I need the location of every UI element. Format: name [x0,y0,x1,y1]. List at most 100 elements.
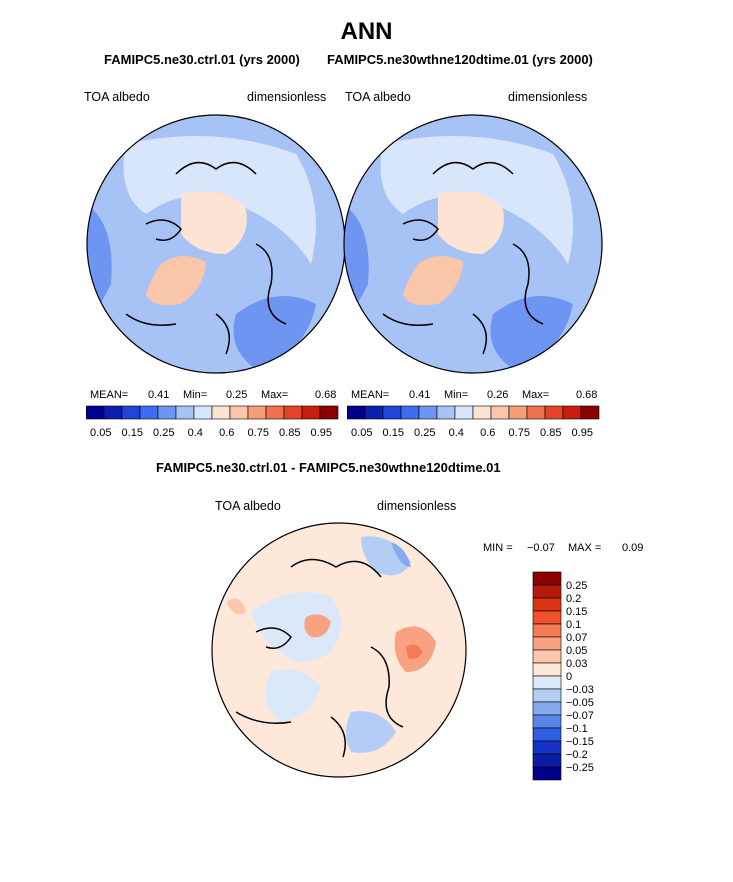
colorbar-tick-label: 0.75 [509,427,530,439]
colorbar-tick-label: 0.15 [122,427,143,439]
colorbar-diff-box [532,584,562,599]
colorbar-box [544,405,564,420]
colorbar-box [382,405,402,420]
colorbar-box [193,405,213,420]
panel2-mean: 0.41 [409,389,431,401]
colorbar-box [211,405,231,420]
diff-min: −0.07 [527,542,555,554]
panel1-mean: 0.41 [148,389,170,401]
colorbar-diff-box [532,701,562,716]
colorbar-diff-label: 0.1 [566,619,581,631]
colorbar-box [247,405,267,420]
colorbar-tick-label: 0.85 [540,427,561,439]
colorbar-box [283,405,303,420]
colorbar-box [103,405,123,420]
colorbar-box [490,405,510,420]
colorbar-tick-label: 0.95 [572,427,593,439]
colorbar-box [175,405,195,420]
diff-field-pos-a [304,614,331,638]
colorbar-diff-box [532,623,562,638]
map-panel-ctrl [86,114,346,374]
colorbar-diff-label: −0.1 [566,723,588,735]
diff-field-neg-d [391,542,411,567]
map2-field-warm-arctic [438,191,504,254]
diff-field-pos-d [226,598,246,615]
colorbar-diff-label: −0.15 [566,736,594,748]
map2-field-light [380,136,573,264]
colorbar-diff-box [532,649,562,664]
colorbar-diff-box [532,753,562,768]
colorbar-tick-label: 0.25 [153,427,174,439]
colorbar-tick-label: 0.85 [279,427,300,439]
map2-coast-a [382,161,544,355]
panel2-max-label: Max= [522,389,550,401]
colorbar-diff-box [532,597,562,612]
colorbar-diff-label: 0.25 [566,580,587,592]
colorbar-tick-label: 0.75 [248,427,269,439]
colorbar-diff-label: 0.15 [566,606,587,618]
diff-min-label: MIN = [483,542,513,554]
map2-field-mid2 [490,296,573,369]
colorbar-main-2: 0.05 0.15 0.25 0.4 0.6 0.75 0.85 0.95 [347,405,600,439]
subtitle-right: FAMIPC5.ne30wthne120dtime.01 (yrs 2000) [327,52,593,67]
colorbar-box [526,405,546,420]
colorbar-diff-label: 0.07 [566,632,587,644]
panel1-mean-label: MEAN= [90,389,129,401]
colorbar-box [436,405,456,420]
map-panel-exp [343,114,603,374]
colorbar-tick-label: 0.95 [311,427,332,439]
panel1-max-label: Max= [261,389,289,401]
diff-field-pos-c [406,644,423,660]
colorbar-tick-label: 0.25 [414,427,435,439]
panel2-variable: TOA albedo [345,90,411,104]
colorbar-diff-label: −0.2 [566,749,588,761]
colorbar-box [121,405,141,420]
panel2-min: 0.26 [487,389,509,401]
map1-field-greenland [146,255,206,306]
colorbar-tick-label: 0.05 [90,427,111,439]
colorbar-box [265,405,285,420]
panel2-units: dimensionless [508,90,588,104]
figure-title: ANN [340,18,393,45]
colorbar-diff-label: −0.25 [566,762,594,774]
colorbar-diff-box [532,675,562,690]
panel1-variable: TOA albedo [84,90,150,104]
diff-max-label: MAX = [568,542,602,554]
colorbar-diff: 0.250.20.150.10.070.050.030−0.03−0.05 −0.… [532,571,594,781]
colorbar-box [508,405,528,420]
diff-field-neg-b [265,669,321,722]
map1-coast-a [125,161,287,355]
map1-field-light [123,136,316,264]
subtitle-left: FAMIPC5.ne30.ctrl.01 (yrs 2000) [104,52,300,67]
colorbar-box [580,405,600,420]
colorbar-box [319,405,339,420]
colorbar-diff-box [532,740,562,755]
diff-variable: TOA albedo [215,499,281,513]
colorbar-diff-label: 0 [566,671,572,683]
diff-field-neg-a [251,592,341,662]
map1-field-mid2 [233,296,316,369]
colorbar-tick-label: 0.05 [351,427,372,439]
colorbar-diff-box [532,662,562,677]
colorbar-main-1: 0.05 0.15 0.25 0.4 0.6 0.75 0.85 0.95 [86,405,339,439]
colorbar-diff-label: 0.03 [566,658,587,670]
colorbar-diff-label: 0.2 [566,593,581,605]
colorbar-box [400,405,420,420]
colorbar-diff-label: −0.05 [566,697,594,709]
colorbar-tick-label: 0.6 [219,427,234,439]
diff-units: dimensionless [377,499,457,513]
diff-max: 0.09 [622,542,644,554]
panel1-min: 0.25 [226,389,248,401]
colorbar-box [139,405,159,420]
colorbar-diff-label: 0.05 [566,645,587,657]
colorbar-box [364,405,384,420]
colorbar-box [472,405,492,420]
panel1-max: 0.68 [315,389,337,401]
colorbar-box [301,405,321,420]
colorbar-diff-box [532,688,562,703]
colorbar-diff-label: −0.03 [566,684,594,696]
colorbar-box [347,405,366,420]
panel1-min-label: Min= [183,389,208,401]
colorbar-diff-box [532,727,562,742]
panel1-units: dimensionless [247,90,327,104]
